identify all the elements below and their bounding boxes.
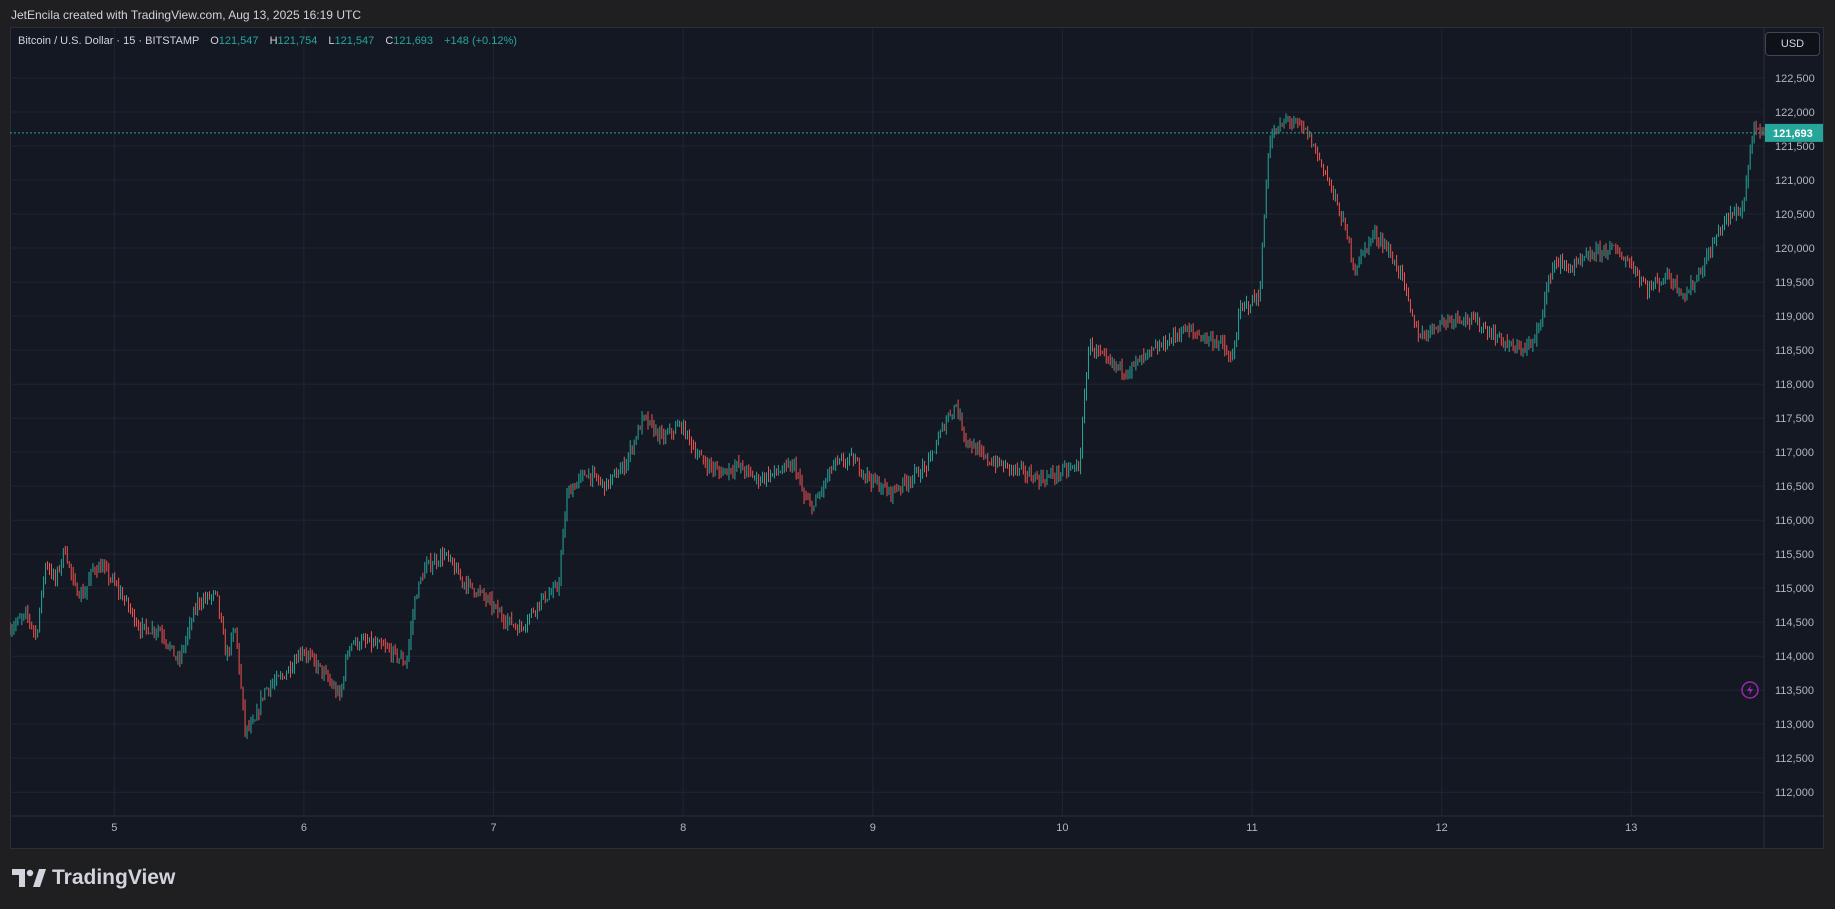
- low-key: L: [328, 35, 335, 47]
- time-tick-label: 12: [1436, 822, 1448, 834]
- time-axis: 5 6 7 8 9 10 11 12 13: [111, 822, 1637, 834]
- time-tick-label: 9: [870, 822, 876, 834]
- tradingview-logo-icon: [12, 869, 46, 887]
- candles: [10, 113, 1765, 739]
- currency-button[interactable]: USD: [1765, 32, 1820, 56]
- brand-name: TradingView: [52, 866, 176, 889]
- tradingview-logo[interactable]: TradingView: [12, 866, 175, 890]
- change-value: +148 (+0.12%): [444, 35, 517, 47]
- price-tick-label: 114,500: [1775, 617, 1814, 629]
- price-tick-label: 113,000: [1775, 719, 1814, 731]
- price-tick-label: 121,000: [1775, 175, 1815, 187]
- time-tick-label: 13: [1625, 822, 1637, 834]
- price-tick-label: 116,500: [1775, 481, 1814, 493]
- open-key: O: [210, 35, 219, 47]
- high-key: H: [269, 35, 278, 47]
- time-tick-label: 10: [1056, 822, 1068, 834]
- time-tick-label: 6: [301, 822, 307, 834]
- price-axis: 112,000 112,500 113,000 113,500 114,000 114,5…: [1775, 73, 1815, 799]
- close-key: C: [385, 35, 394, 47]
- time-tick-label: 5: [111, 822, 117, 834]
- low-value: 121,547: [334, 35, 375, 47]
- symbol-legend: Bitcoin / U.S. Dollar · 15 · BITSTAMP O1…: [18, 35, 517, 47]
- high-value: 121,754: [277, 35, 318, 47]
- price-tick-label: 122,500: [1775, 73, 1815, 85]
- price-tick-label: 112,000: [1775, 787, 1814, 799]
- symbol-name: Bitcoin / U.S. Dollar · 15 · BITSTAMP: [18, 35, 200, 47]
- lightning-icon: [1741, 681, 1759, 699]
- price-tick-label: 115,500: [1775, 549, 1814, 561]
- time-tick-label: 11: [1246, 822, 1257, 834]
- price-tick-label: 118,000: [1775, 379, 1814, 391]
- last-price-tag: 121,693: [1765, 123, 1823, 142]
- price-tick-label: 119,000: [1775, 311, 1814, 323]
- time-tick-label: 7: [490, 822, 496, 834]
- price-tick-label: 117,000: [1775, 447, 1814, 459]
- price-chart[interactable]: 112,000 112,500 113,000 113,500 114,000 114,5…: [10, 27, 1824, 849]
- price-tick-label: 116,000: [1775, 515, 1814, 527]
- chart-frame: [10, 27, 1824, 849]
- price-tick-label: 115,000: [1775, 583, 1814, 595]
- price-tick-label: 112,500: [1775, 753, 1814, 765]
- price-tick-label: 120,000: [1775, 243, 1815, 255]
- price-tick-label: 114,000: [1775, 651, 1814, 663]
- price-tick-label: 122,000: [1775, 107, 1815, 119]
- open-value: 121,547: [218, 35, 259, 47]
- top-bar: JetEncila created with TradingView.com, …: [0, 0, 1835, 28]
- last-price-tag-text: 121,693: [1773, 128, 1813, 140]
- price-tick-label: 118,500: [1775, 345, 1814, 357]
- price-tick-label: 117,500: [1775, 413, 1814, 425]
- price-tick-label: 121,500: [1775, 141, 1815, 153]
- price-tick-label: 113,500: [1775, 685, 1814, 697]
- time-tick-label: 8: [680, 822, 686, 834]
- close-value: 121,693: [393, 35, 434, 47]
- attribution-text: JetEncila created with TradingView.com, …: [11, 8, 361, 22]
- price-tick-label: 119,500: [1775, 277, 1814, 289]
- price-tick-label: 120,500: [1775, 209, 1815, 221]
- last-price-tag-bg: [1765, 123, 1823, 142]
- chart-grid: [10, 27, 1824, 849]
